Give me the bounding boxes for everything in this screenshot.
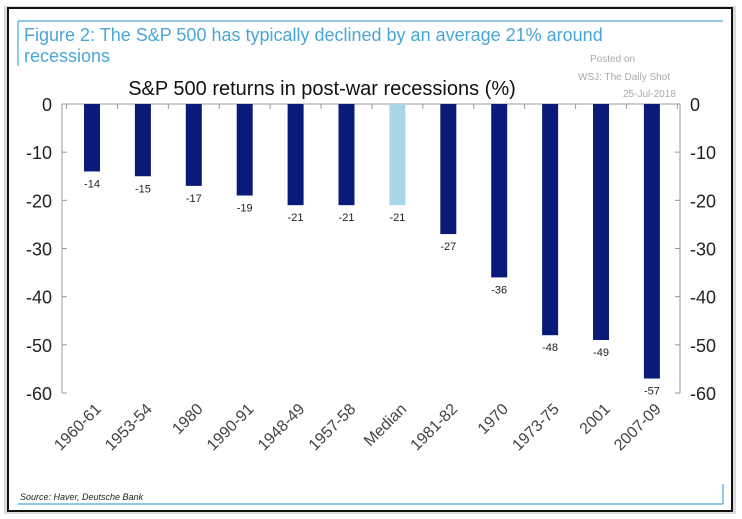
bar-Median <box>389 104 406 206</box>
watermark-line1: Posted on <box>590 54 635 65</box>
y-tick-label-right: 0 <box>690 95 700 115</box>
data-label: -14 <box>84 178 100 190</box>
data-label: -36 <box>491 284 507 296</box>
y-tick-label-right: -50 <box>690 336 716 356</box>
bar-1957-58 <box>338 104 355 206</box>
figure-title-line2: recessions <box>24 46 110 66</box>
y-tick-label-right: -60 <box>690 384 716 404</box>
y-tick-label-left: -10 <box>26 143 52 163</box>
watermark-line2: WSJ: The Daily Shot <box>578 72 670 83</box>
bar-2007-09 <box>643 104 660 379</box>
watermark-line3: 25-Jul-2018 <box>623 89 676 100</box>
y-tick-label-right: -20 <box>690 191 716 211</box>
data-label: -21 <box>339 212 355 224</box>
bar-1990-91 <box>236 104 253 196</box>
source-note: Source: Haver, Deutsche Bank <box>20 492 144 502</box>
bar-1970 <box>491 104 508 278</box>
figure-title-line1: Figure 2: The S&P 500 has typically decl… <box>24 25 603 45</box>
bar-1981-82 <box>440 104 457 235</box>
y-tick-label-left: -60 <box>26 384 52 404</box>
data-label: -19 <box>237 203 253 215</box>
data-label: -49 <box>593 347 609 359</box>
y-tick-label-left: -30 <box>26 240 52 260</box>
data-label: -17 <box>186 193 202 205</box>
y-tick-label-right: -40 <box>690 288 716 308</box>
y-tick-label-right: -10 <box>690 143 716 163</box>
bar-1948-49 <box>287 104 304 206</box>
bar-1980 <box>185 104 202 186</box>
data-label: -21 <box>389 212 405 224</box>
chart-title: S&P 500 returns in post-war recessions (… <box>128 78 516 100</box>
data-label: -27 <box>440 241 456 253</box>
bar-2001 <box>593 104 609 341</box>
data-label: -48 <box>542 342 558 354</box>
y-tick-label-left: 0 <box>42 95 52 115</box>
data-label: -15 <box>135 183 151 195</box>
y-tick-label-left: -50 <box>26 336 52 356</box>
outer-frame <box>7 7 733 512</box>
y-tick-label-right: -30 <box>690 240 716 260</box>
bar-1953-54 <box>134 104 151 177</box>
y-tick-label-left: -20 <box>26 191 52 211</box>
bar-1960-61 <box>84 104 100 172</box>
y-tick-label-left: -40 <box>26 288 52 308</box>
data-label: -57 <box>644 386 660 398</box>
data-label: -21 <box>288 212 304 224</box>
bar-1973-75 <box>542 104 559 336</box>
